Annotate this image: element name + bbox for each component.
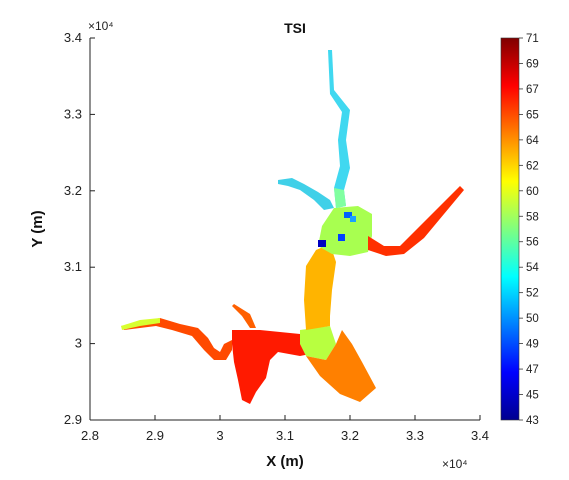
- x-tick-label: 3: [216, 428, 223, 443]
- colorbar-tick-label: 50: [526, 313, 539, 325]
- colorbar-tick-label: 60: [526, 186, 539, 198]
- x-axis-ticks: 2.8 2.9 3 3.1 3.2 3.3 3.4: [81, 415, 489, 443]
- estuary-map: [121, 50, 464, 404]
- central-basin-low-cell-c: [344, 212, 352, 218]
- y-tick-label: 3.2: [64, 183, 82, 198]
- north-channel-lower: [334, 188, 346, 208]
- x-tick-label: 2.9: [146, 428, 164, 443]
- x-tick-label: 3.1: [276, 428, 294, 443]
- x-tick-label: 2.8: [81, 428, 99, 443]
- north-channel: [328, 50, 350, 208]
- south-bay: [306, 330, 376, 402]
- west-side-branch: [278, 178, 334, 210]
- central-basin: [318, 206, 372, 256]
- chart-title: TSI: [284, 20, 306, 36]
- plot-area: [90, 38, 480, 420]
- x-scale-label: ×10⁴: [442, 457, 468, 471]
- central-basin-low-cell-a: [318, 240, 326, 247]
- y-tick-label: 3.3: [64, 106, 82, 121]
- colorbar-tick-label: 56: [526, 237, 539, 249]
- x-tick-label: 3.2: [341, 428, 359, 443]
- y-axis-label: Y (m): [29, 210, 46, 247]
- southwest-basin: [232, 330, 320, 404]
- central-basin-low-cell-b: [338, 234, 345, 241]
- colorbar-tick-label: 43: [526, 415, 539, 427]
- colorbar-tick-label: 45: [526, 390, 539, 402]
- west-channel-tip: [121, 318, 160, 330]
- colorbar-tick-label: 58: [526, 211, 539, 223]
- colorbar-ticks: 71 69 67 65 64 62 60 58 56 54 52 50 49 47 45 43: [519, 33, 539, 427]
- y-tick-label: 3.4: [64, 30, 82, 45]
- main-channel: [304, 244, 336, 330]
- colorbar-tick-label: 54: [526, 262, 539, 274]
- colorbar-tick-label: 67: [526, 84, 539, 96]
- colorbar-tick-label: 64: [526, 135, 539, 147]
- y-tick-label: 3: [75, 336, 82, 351]
- colorbar-tick-label: 65: [526, 109, 539, 121]
- colorbar-tick-label: 47: [526, 364, 539, 376]
- colorbar-tick-label: 69: [526, 58, 539, 70]
- west-channel: [121, 318, 232, 360]
- junction: [300, 326, 336, 360]
- y-tick-label: 2.9: [64, 412, 82, 427]
- y-scale-label: ×10⁴: [88, 19, 114, 33]
- southwest-small-inlet: [232, 304, 256, 328]
- east-arm: [368, 186, 464, 256]
- colorbar: [500, 37, 520, 421]
- colorbar-tick-label: 52: [526, 288, 539, 300]
- x-tick-label: 3.3: [406, 428, 424, 443]
- y-axis-ticks: 2.9 3 3.1 3.2 3.3 3.4: [64, 30, 95, 427]
- colorbar-tick-label: 49: [526, 339, 539, 351]
- x-axis-label: X (m): [266, 453, 304, 470]
- y-tick-label: 3.1: [64, 259, 82, 274]
- x-tick-label: 3.4: [471, 428, 489, 443]
- colorbar-tick-label: 62: [526, 160, 539, 172]
- colorbar-tick-label: 71: [526, 33, 539, 45]
- central-basin-low-cell-d: [350, 216, 356, 222]
